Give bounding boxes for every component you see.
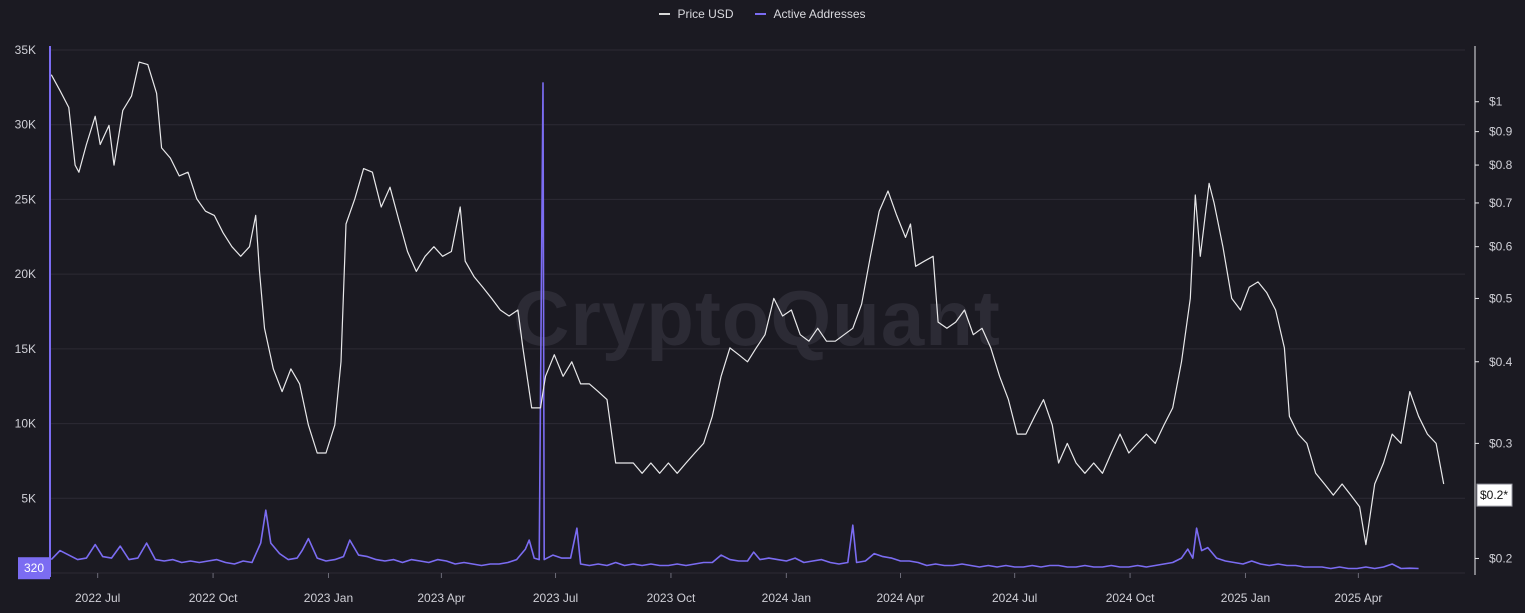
right-tick-label: $0.8 (1489, 158, 1513, 172)
current-label-right-box (1476, 483, 1513, 507)
x-tick-label: 2022 Jul (75, 591, 120, 605)
right-tick-label: $0.3 (1489, 436, 1513, 450)
left-tick-label: 35K (15, 43, 36, 57)
current-label-left-text: 320 (24, 561, 44, 575)
series-price-line[interactable] (50, 61, 1445, 546)
series-layer (50, 61, 1445, 570)
right-tick-label: $0.9 (1489, 125, 1513, 139)
right-tick-label: $0.5 (1489, 291, 1513, 305)
legend-item-active[interactable]: Active Addresses (755, 7, 866, 21)
right-tick-label: $0.6 (1489, 240, 1513, 254)
axes (49, 46, 1476, 577)
legend-item-price[interactable]: Price USD (659, 7, 733, 21)
legend-swatch-active (755, 13, 767, 15)
right-tick-label: $0.4 (1489, 355, 1513, 369)
left-tick-label: 5K (21, 491, 36, 505)
watermark: CryptoQuant (513, 274, 1001, 362)
current-label-left: 320 (18, 557, 50, 580)
left-tick-label: 15K (15, 342, 36, 356)
x-tick-label: 2023 Apr (417, 591, 465, 605)
right-tick-label: $1 (1489, 95, 1503, 109)
legend: Price USD Active Addresses (0, 7, 1525, 21)
series-active-addresses-line[interactable] (50, 82, 1419, 570)
x-tick-label: 2023 Jan (304, 591, 353, 605)
right-tick-label: $0.2 (1489, 551, 1513, 565)
current-value-labels: 320 $0.2* (18, 483, 1513, 580)
legend-swatch-price (659, 13, 671, 15)
x-tick-label: 2024 Apr (876, 591, 924, 605)
x-tick-label: 2025 Jan (1221, 591, 1270, 605)
legend-label-active: Active Addresses (773, 7, 866, 21)
left-tick-label: 30K (15, 118, 36, 132)
right-tick-label: $0.7 (1489, 196, 1513, 210)
left-tick-label: 10K (15, 417, 36, 431)
x-tick-label: 2022 Oct (189, 591, 238, 605)
left-tick-label: 25K (15, 192, 36, 206)
right-axis-ticks: $0.2 $0.3 $0.4 $0.5 $0.6 $0.7 $0.8 $0.9 $1 (1475, 95, 1513, 565)
left-tick-label: 20K (15, 267, 36, 281)
current-label-right: $0.2* (1476, 483, 1513, 507)
x-tick-label: 2023 Jul (533, 591, 578, 605)
x-tick-label: 2024 Oct (1106, 591, 1155, 605)
x-tick-label: 2024 Jan (762, 591, 811, 605)
current-label-left-box (18, 557, 50, 580)
grid (50, 49, 1465, 574)
x-axis-ticks: 2022 Jul 2022 Oct 2023 Jan 2023 Apr 2023 Jul… (75, 573, 1382, 605)
current-label-right-text: $0.2* (1480, 488, 1508, 502)
x-tick-label: 2025 Apr (1334, 591, 1382, 605)
x-tick-label: 2024 Jul (992, 591, 1037, 605)
legend-label-price: Price USD (677, 7, 734, 21)
left-axis-ticks: 5K 10K 15K 20K 25K 30K 35K (15, 43, 36, 505)
x-tick-label: 2023 Oct (647, 591, 696, 605)
